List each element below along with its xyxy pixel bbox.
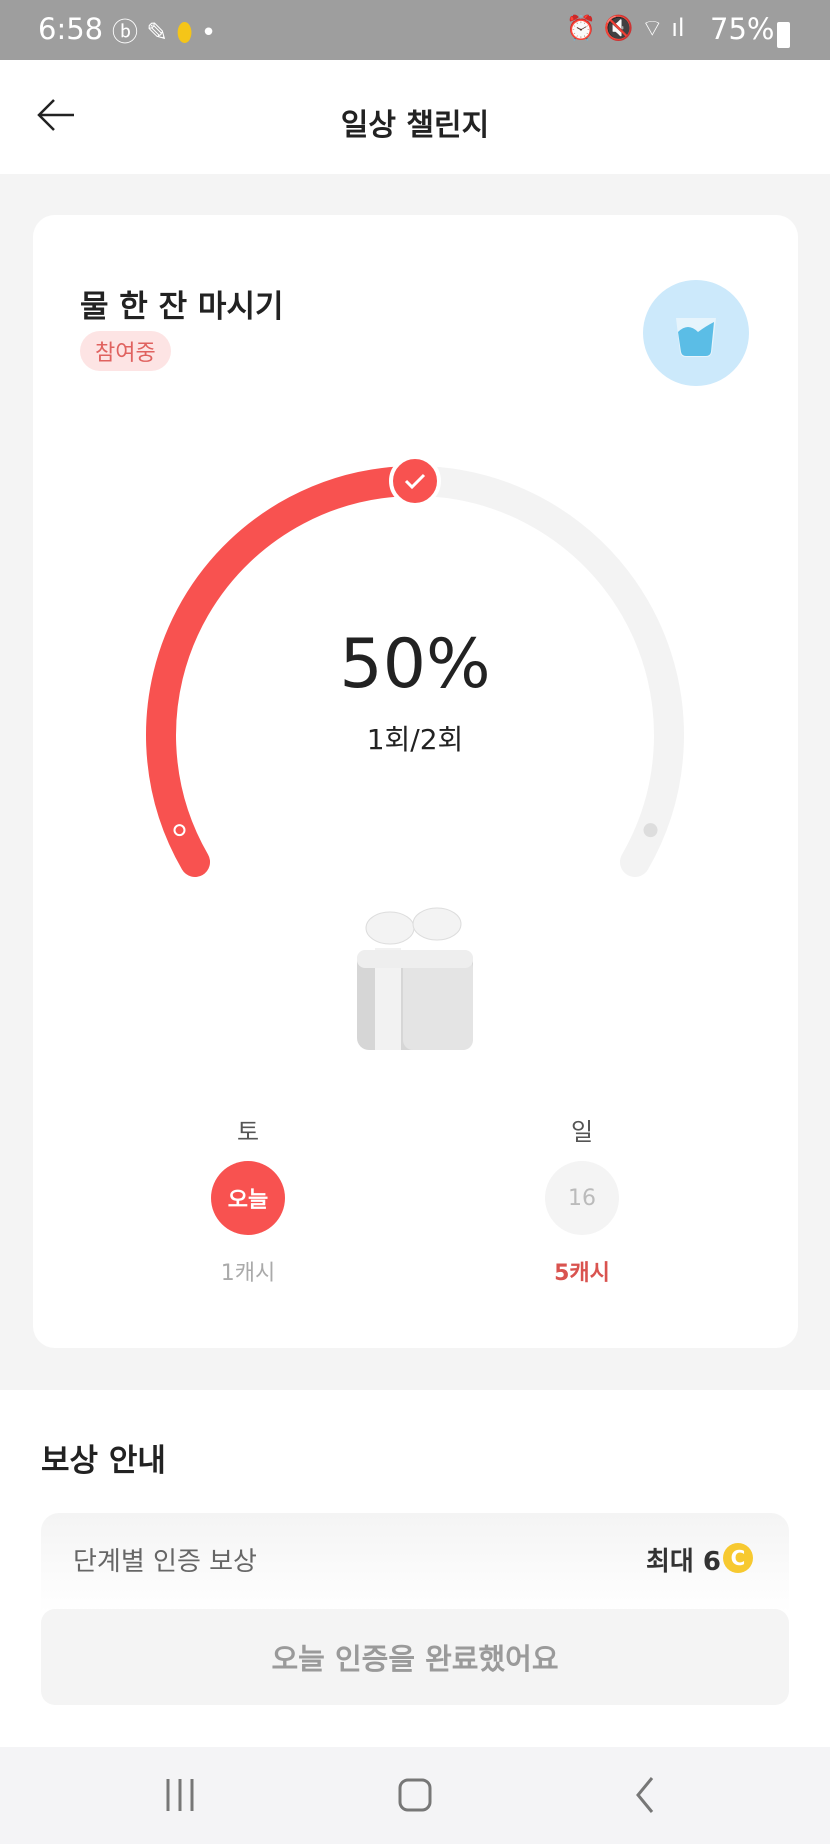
- coin-icon: C: [723, 1543, 753, 1573]
- page-title: 일상 챌린지: [340, 108, 490, 143]
- gift-box-icon: [357, 907, 473, 1050]
- battery-icon: [777, 22, 790, 48]
- back-nav-icon[interactable]: [632, 1775, 662, 1815]
- home-icon[interactable]: [395, 1775, 435, 1815]
- challenge-title: 물 한 잔 마시기: [80, 289, 284, 325]
- progress-percent: 50%: [339, 625, 491, 704]
- status-bar: 6:58 ⓑ ✎ ⬮ • ⏰ 🔇 ⌔ ıl 75%: [0, 0, 830, 60]
- system-status-icons: ⏰ 🔇 ⌔ ıl: [566, 14, 685, 42]
- app-notification-icons: ⓑ ✎ ⬮ •: [112, 18, 217, 48]
- progress-gauge: [146, 455, 684, 877]
- arrow-left-icon[interactable]: [36, 98, 76, 132]
- day-reward: 1캐시: [220, 1261, 276, 1286]
- system-nav-bar: [0, 1747, 830, 1844]
- weekday-label: 토: [236, 1118, 260, 1146]
- reward-row-value: 최대 6: [646, 1547, 721, 1577]
- reward-row-label: 단계별 인증 보상: [73, 1547, 257, 1577]
- check-icon: [404, 473, 426, 490]
- reward-row: 단계별 인증 보상 최대 6 C: [41, 1513, 789, 1613]
- day-circle-today[interactable]: 오늘: [211, 1161, 285, 1235]
- app-header: 일상 챌린지: [0, 60, 830, 174]
- water-glass-icon: [643, 280, 749, 386]
- reward-info-section: 보상 안내 단계별 인증 보상 최대 6 C 오늘 인증을 완료했어요: [0, 1390, 830, 1747]
- gauge-start-marker: [173, 824, 186, 837]
- check-knob: [389, 455, 441, 507]
- status-badge: 참여중: [80, 331, 171, 371]
- complete-button[interactable]: 오늘 인증을 완료했어요: [41, 1609, 789, 1705]
- status-time: 6:58: [38, 12, 104, 46]
- day-reward: 5캐시: [554, 1261, 610, 1286]
- recent-apps-icon[interactable]: [162, 1775, 198, 1815]
- progress-count: 1회/2회: [366, 723, 464, 756]
- day-circle-date[interactable]: 16: [545, 1161, 619, 1235]
- weekday-label: 일: [570, 1118, 594, 1146]
- battery-level: 75%: [710, 12, 775, 46]
- gauge-end-marker: [643, 823, 658, 838]
- section-title: 보상 안내: [41, 1443, 166, 1479]
- gauge-fill: [146, 466, 430, 877]
